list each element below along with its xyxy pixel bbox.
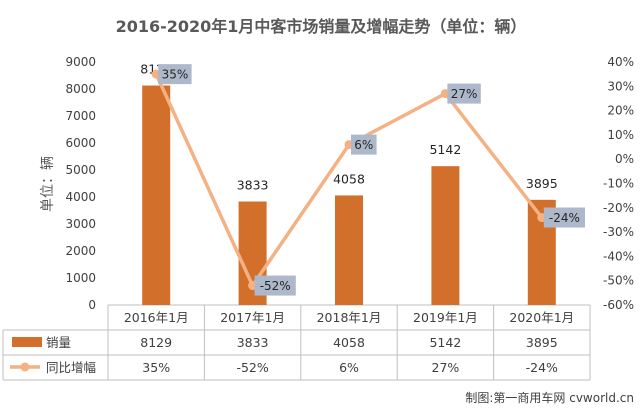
right-tick-label: 30% xyxy=(607,79,634,93)
table-cell: 6% xyxy=(339,360,359,375)
bar-value-label: 3895 xyxy=(526,176,558,191)
line-value-label: 6% xyxy=(354,138,373,152)
right-axis-ticks: -60% -50% -40% -30% -20% -10% 0% 10% 20% 30% 40% xyxy=(603,55,634,312)
left-tick-label: 3000 xyxy=(65,217,96,231)
line-label-box xyxy=(254,275,296,296)
right-tick-label: 10% xyxy=(607,128,634,142)
left-tick-label: 1000 xyxy=(65,271,96,285)
category-label: 2017年1月 xyxy=(220,310,285,325)
bar-value-label: 3833 xyxy=(237,178,269,193)
right-tick-label: -30% xyxy=(603,225,634,239)
legend-swatch-marker xyxy=(20,362,30,372)
line-value-label: 27% xyxy=(451,87,478,101)
left-tick-label: 6000 xyxy=(65,136,96,150)
left-tick-label: 7000 xyxy=(65,109,96,123)
line-label-box xyxy=(543,207,585,228)
table-cell: 3895 xyxy=(526,335,558,350)
right-tick-label: -40% xyxy=(603,249,634,263)
category-label: 2020年1月 xyxy=(509,310,574,325)
bar xyxy=(142,85,171,305)
left-tick-label: 4000 xyxy=(65,190,96,204)
bar xyxy=(431,166,460,305)
chart-title: 2016-2020年1月中客市场销量及增幅走势（单位：辆） xyxy=(116,17,527,36)
right-tick-label: -60% xyxy=(603,298,634,312)
axes xyxy=(2,304,591,381)
right-tick-label: 40% xyxy=(607,55,634,69)
right-tick-label: -10% xyxy=(603,177,634,191)
left-tick-label: 8000 xyxy=(65,82,96,96)
right-tick-label: 20% xyxy=(607,104,634,118)
line-value-label: -52% xyxy=(260,279,291,293)
table-cell: 5142 xyxy=(429,335,461,350)
line-label-box xyxy=(351,134,377,155)
table-cell: -52% xyxy=(236,360,268,375)
table-cell: 4058 xyxy=(333,335,365,350)
category-label: 2018年1月 xyxy=(317,310,382,325)
left-axis-ticks: 0 1000 2000 3000 4000 5000 6000 7000 8000 9000 xyxy=(65,55,96,312)
right-tick-label: -50% xyxy=(603,274,634,288)
table-cell: 35% xyxy=(142,360,170,375)
line-label-box xyxy=(447,83,481,104)
line-label-box xyxy=(158,64,192,85)
left-tick-label: 5000 xyxy=(65,163,96,177)
bar-value-label: 4058 xyxy=(333,171,365,186)
left-tick-label: 9000 xyxy=(65,55,96,69)
left-tick-label: 0 xyxy=(88,298,96,312)
table-cell: 8129 xyxy=(140,335,172,350)
category-label: 2016年1月 xyxy=(124,310,189,325)
bar-value-label: 5142 xyxy=(429,142,461,157)
left-tick-label: 2000 xyxy=(65,244,96,258)
legend-label: 销量 xyxy=(46,335,71,350)
y-axis-label: 单位：辆 xyxy=(40,156,56,212)
category-label: 2019年1月 xyxy=(413,310,478,325)
line-value-label: -24% xyxy=(549,211,580,225)
table-cell: -24% xyxy=(526,360,558,375)
chart-credit: 制图:第一商用车网 cvworld.cn xyxy=(465,390,634,405)
line-value-label: 35% xyxy=(162,68,189,82)
legend-swatch-bar xyxy=(12,337,42,347)
bar-series xyxy=(142,85,556,305)
right-tick-label: -20% xyxy=(603,201,634,215)
line-data-labels: 35% -52% 6% 27% -24% xyxy=(158,64,585,296)
table-cell: 27% xyxy=(432,360,460,375)
table-cell: 3833 xyxy=(237,335,269,350)
legend-label: 同比增幅 xyxy=(46,360,96,375)
right-tick-label: 0% xyxy=(615,152,634,166)
bar xyxy=(335,195,363,305)
